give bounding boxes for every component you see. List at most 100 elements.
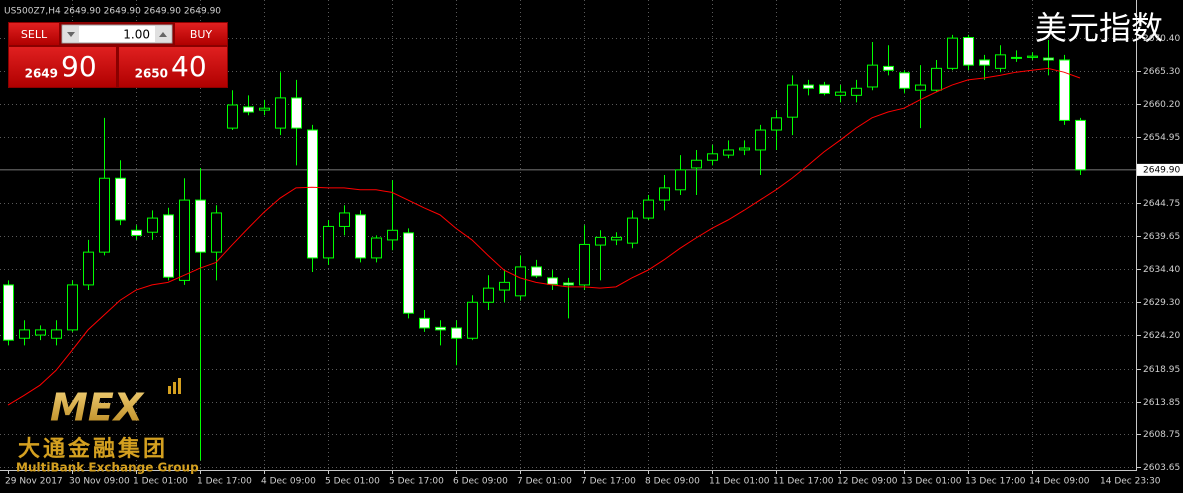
candle-body <box>963 36 974 66</box>
candle-body <box>547 277 558 285</box>
candle-body <box>115 177 126 221</box>
candle-body <box>883 65 894 71</box>
candle-body <box>691 159 702 169</box>
buy-label: BUY <box>190 28 213 41</box>
candle-body <box>771 117 782 131</box>
y-tick-label: 2670.40 <box>1143 34 1180 44</box>
candle-body <box>99 177 110 253</box>
x-tick-label: 13 Dec 17:00 <box>965 477 1026 487</box>
candle-body <box>35 329 46 336</box>
y-tick-label: 2660.20 <box>1143 100 1180 110</box>
y-tick-label: 2603.65 <box>1143 463 1180 473</box>
y-tick-label: 2624.20 <box>1143 331 1180 341</box>
y-tick-label: 2608.75 <box>1143 430 1180 440</box>
candle-body <box>243 106 254 113</box>
x-tick-label: 4 Dec 09:00 <box>261 477 316 487</box>
arrow-down <box>67 32 75 37</box>
candle-body <box>259 107 270 111</box>
logo-bar <box>168 386 171 394</box>
ask-tile[interactable] <box>119 47 227 87</box>
ask-small: 40 <box>171 50 207 83</box>
sell-button[interactable] <box>9 23 59 45</box>
candle-body <box>819 84 830 94</box>
x-tick-label: 1 Dec 17:00 <box>197 477 252 487</box>
candle-body <box>851 87 862 96</box>
candle-body <box>323 225 334 259</box>
bid-big: 2649 <box>25 67 58 81</box>
title: 美元指数 <box>1035 9 1163 47</box>
candle-body <box>1059 59 1070 121</box>
candle-body <box>435 326 446 331</box>
candle-body <box>899 72 910 89</box>
lots-value: 1.00 <box>123 28 150 42</box>
logo-bar <box>178 378 181 394</box>
candle-body <box>915 84 926 91</box>
y-tick-label: 2618.95 <box>1143 365 1180 375</box>
y-tick-label: 2654.95 <box>1143 133 1180 143</box>
candle-body <box>403 232 414 314</box>
candle-body <box>275 97 286 129</box>
x-tick-label: 8 Dec 09:00 <box>645 477 700 487</box>
candle-body <box>419 317 430 329</box>
candle-body <box>19 329 30 339</box>
candle-body <box>387 229 398 241</box>
candle-body <box>179 199 190 281</box>
candle-body <box>739 147 750 151</box>
candle-body <box>371 237 382 259</box>
candle-body <box>67 284 78 331</box>
y-tick-label: 2613.85 <box>1143 398 1180 408</box>
x-tick-label: 13 Dec 01:00 <box>901 477 962 487</box>
candle-body <box>147 217 158 233</box>
candle-body <box>467 301 478 339</box>
candle-body <box>707 153 718 161</box>
candle-body <box>787 84 798 118</box>
plot-area <box>0 0 1136 470</box>
candle-body <box>995 54 1006 69</box>
logo: MEX 大通金融集团 MultiBank Exchange Group <box>16 378 199 475</box>
y-tick-label: 2644.75 <box>1143 199 1180 209</box>
candle-body <box>211 212 222 253</box>
current-time-label: 14 Dec 23:30 <box>1100 477 1161 487</box>
x-tick-label: 7 Dec 17:00 <box>581 477 636 487</box>
ask-big: 2650 <box>135 67 168 81</box>
candle-body <box>131 229 142 236</box>
candle-body <box>195 199 206 253</box>
candle-body <box>227 104 238 129</box>
candle-body <box>643 199 654 219</box>
lots-input[interactable] <box>61 24 173 44</box>
candle-body <box>51 329 62 339</box>
bid-tile[interactable] <box>9 47 116 87</box>
arrow-up <box>159 32 167 37</box>
candle-body <box>931 67 942 91</box>
candle-body <box>835 91 846 96</box>
x-tick-label: 11 Dec 17:00 <box>773 477 834 487</box>
candle-body <box>163 214 174 278</box>
logo-cn: 大通金融集团 <box>18 436 168 462</box>
logo-mark: MEX <box>50 386 145 430</box>
candle-body <box>355 214 366 259</box>
x-tick-label: 12 Dec 09:00 <box>837 477 898 487</box>
y-tick-label: 2639.65 <box>1143 232 1180 242</box>
candle-body <box>1027 55 1038 58</box>
x-tick-label: 7 Dec 01:00 <box>517 477 572 487</box>
y-tick-label: 2665.30 <box>1143 67 1180 77</box>
candle-body <box>755 129 766 151</box>
candle-body <box>675 169 686 191</box>
candle-body <box>659 187 670 201</box>
candle-body <box>1043 57 1054 61</box>
candle-body <box>515 266 526 297</box>
candle-body <box>867 64 878 88</box>
candle-body <box>483 287 494 303</box>
x-tick-label: 30 Nov 09:00 <box>69 477 130 487</box>
candle-body <box>339 212 350 227</box>
sell-label: SELL <box>21 28 48 41</box>
moving-average <box>7 67 1081 406</box>
logo-bar <box>173 382 176 394</box>
candle-body <box>291 97 302 129</box>
x-tick-label: 5 Dec 17:00 <box>389 477 444 487</box>
candle-body <box>947 37 958 69</box>
buy-button[interactable] <box>175 23 227 45</box>
candle-body <box>627 217 638 244</box>
